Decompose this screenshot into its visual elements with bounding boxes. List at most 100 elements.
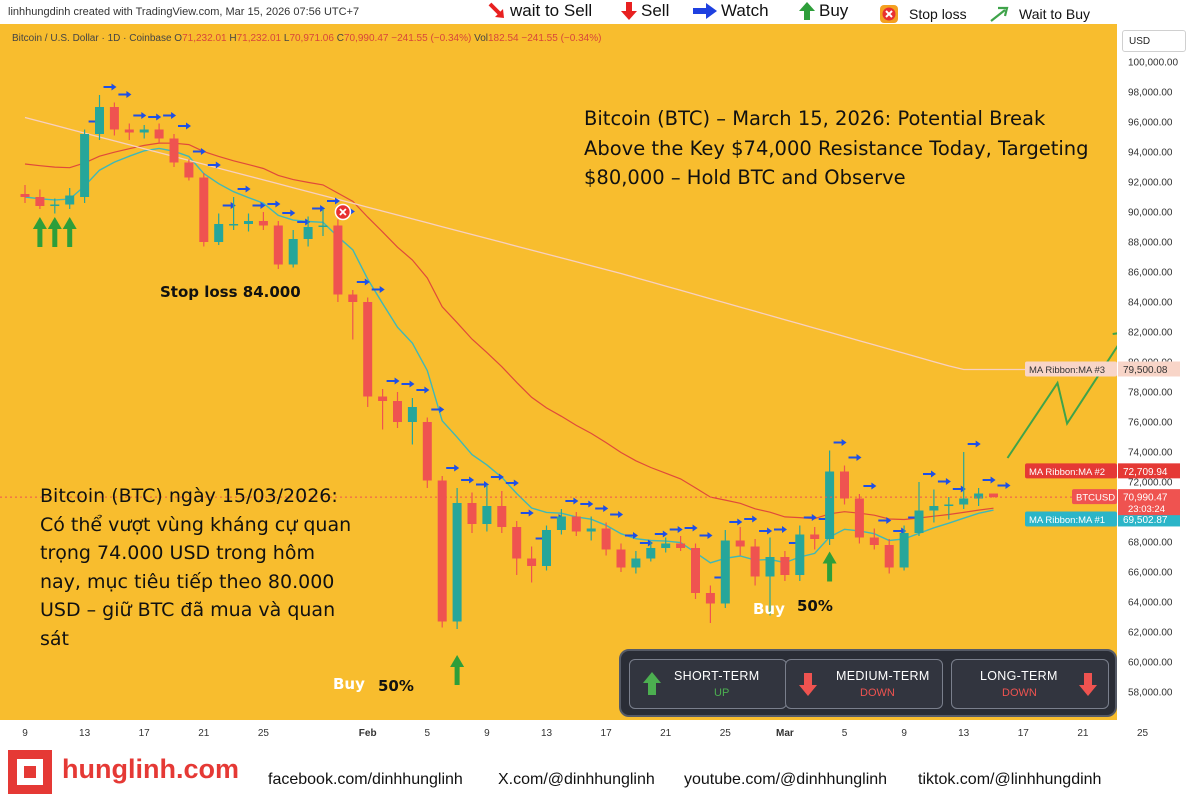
buy-arrow-head [47,217,62,229]
time-tick-label: 21 [660,728,672,739]
watch-arrow-marker [133,112,147,119]
watch-arrow-marker [163,112,177,119]
candle-body [244,221,253,224]
legend-buy-label: Buy [819,1,849,20]
candle [810,527,820,550]
candle [497,491,507,533]
ma-3-tag-value-box [1118,361,1180,377]
watch-arrow-head [469,476,475,484]
trend-long-term: LONG-TERM DOWN [951,659,1109,709]
candle [527,546,537,583]
watch-arrow-marker [520,509,534,517]
watch-arrow-marker [416,386,430,394]
watch-arrow-head [200,148,206,155]
currency-selector[interactable]: USD [1122,30,1186,52]
watch-arrow-head [811,514,817,521]
tiktok-link[interactable]: tiktok.com/@linhhungdinh [918,771,1102,788]
legend-sell-label: Sell [641,1,670,20]
watch-arrow-marker [401,380,415,388]
candle-body [586,528,596,532]
candle-body [20,194,30,197]
watch-arrow-head [603,505,609,512]
brand-name[interactable]: hunglinh.com [62,754,239,784]
time-tick-label: 13 [958,728,970,739]
candle [542,525,551,571]
candle [646,542,656,562]
watch-arrow-marker [774,526,787,533]
candle [884,539,894,574]
candle-body [810,534,820,539]
trend-short-term: SHORT-TERM UP [629,659,787,709]
candle-body [363,302,373,397]
watch-arrow-marker [833,439,847,446]
stop-loss-x-2 [339,208,347,216]
candle [50,198,60,214]
watch-arrow-marker [669,526,683,533]
volume-label: Vol [474,33,488,44]
candle-body [378,396,388,401]
candle [169,134,179,167]
candle [303,216,313,247]
change-value: −241.55 (−0.34%) [391,33,472,44]
watch-arrow-head [752,515,758,523]
watch-arrow-head [767,527,773,535]
candle [273,221,283,269]
buy-signal-arrow [62,217,77,247]
candle [720,530,730,608]
candle-body [229,224,239,226]
candle-body [452,503,462,622]
time-tick-label: 17 [139,728,151,739]
watch-arrow-head [275,200,281,208]
candle [65,188,75,209]
candle-body [616,549,626,568]
candle [229,197,239,230]
candle [586,516,596,541]
watch-arrow-marker [997,482,1011,490]
candle-body [95,107,104,134]
watch-arrow-head [782,526,787,533]
watch-arrow-head [931,470,936,478]
candle [676,536,686,551]
watch-arrow-head [498,473,504,481]
watch-arrow-head [245,185,251,193]
watch-arrow-marker [610,511,624,518]
watch-arrow-marker [431,406,445,413]
time-tick-label: Feb [359,728,377,739]
candle [556,509,566,535]
youtube-link[interactable]: youtube.com/@dinhhunglinh [684,771,888,788]
watch-arrow-head [126,91,132,98]
trend-long-value: DOWN [1002,687,1037,699]
candle-body [333,225,343,295]
candle-body [154,129,164,139]
watch-arrow-marker [252,202,266,209]
watch-arrow-head [975,440,981,448]
candle-body [691,548,700,593]
x-link[interactable]: X.com/@dinhhunglinh [498,771,655,788]
time-tick-label: 21 [198,728,210,739]
price-tick-label: 90,000.00 [1128,208,1173,219]
watch-arrow-marker [461,476,475,484]
btcusd-symbol: BTCUSD [1076,493,1115,504]
low-value: 70,971.06 [289,33,334,44]
price-tick-label: 82,000.00 [1128,328,1173,339]
candle [944,497,954,520]
watch-arrow-marker [356,278,370,286]
watch-arrow-head [737,518,743,526]
ma-1-tag-label-box [1025,511,1117,527]
candle-body [929,506,939,511]
candle [95,95,104,140]
facebook-link[interactable]: facebook.com/dinhhunglinh [268,771,463,788]
time-axis: 9 13 17 21 25 Feb 5 9 13 17 21 25 Mar 5 9 13 17 21 25 [22,728,1148,739]
high-label: H [229,33,237,44]
candle [989,493,998,498]
top-bar: linhhungdinh created with TradingView.co… [0,0,1200,24]
candle-body [497,506,507,527]
candle-body [50,204,60,206]
candle-body [407,407,417,422]
trend-medium-title: MEDIUM-TERM [836,669,930,683]
candle-body [720,540,730,604]
watch-arrow-head [856,454,862,461]
ma-3-tag-label: MA Ribbon:MA #3 [1029,365,1105,376]
watch-arrow-head [841,439,847,446]
symbol-name: Bitcoin / U.S. Dollar · 1D · Coinbase [12,33,172,44]
